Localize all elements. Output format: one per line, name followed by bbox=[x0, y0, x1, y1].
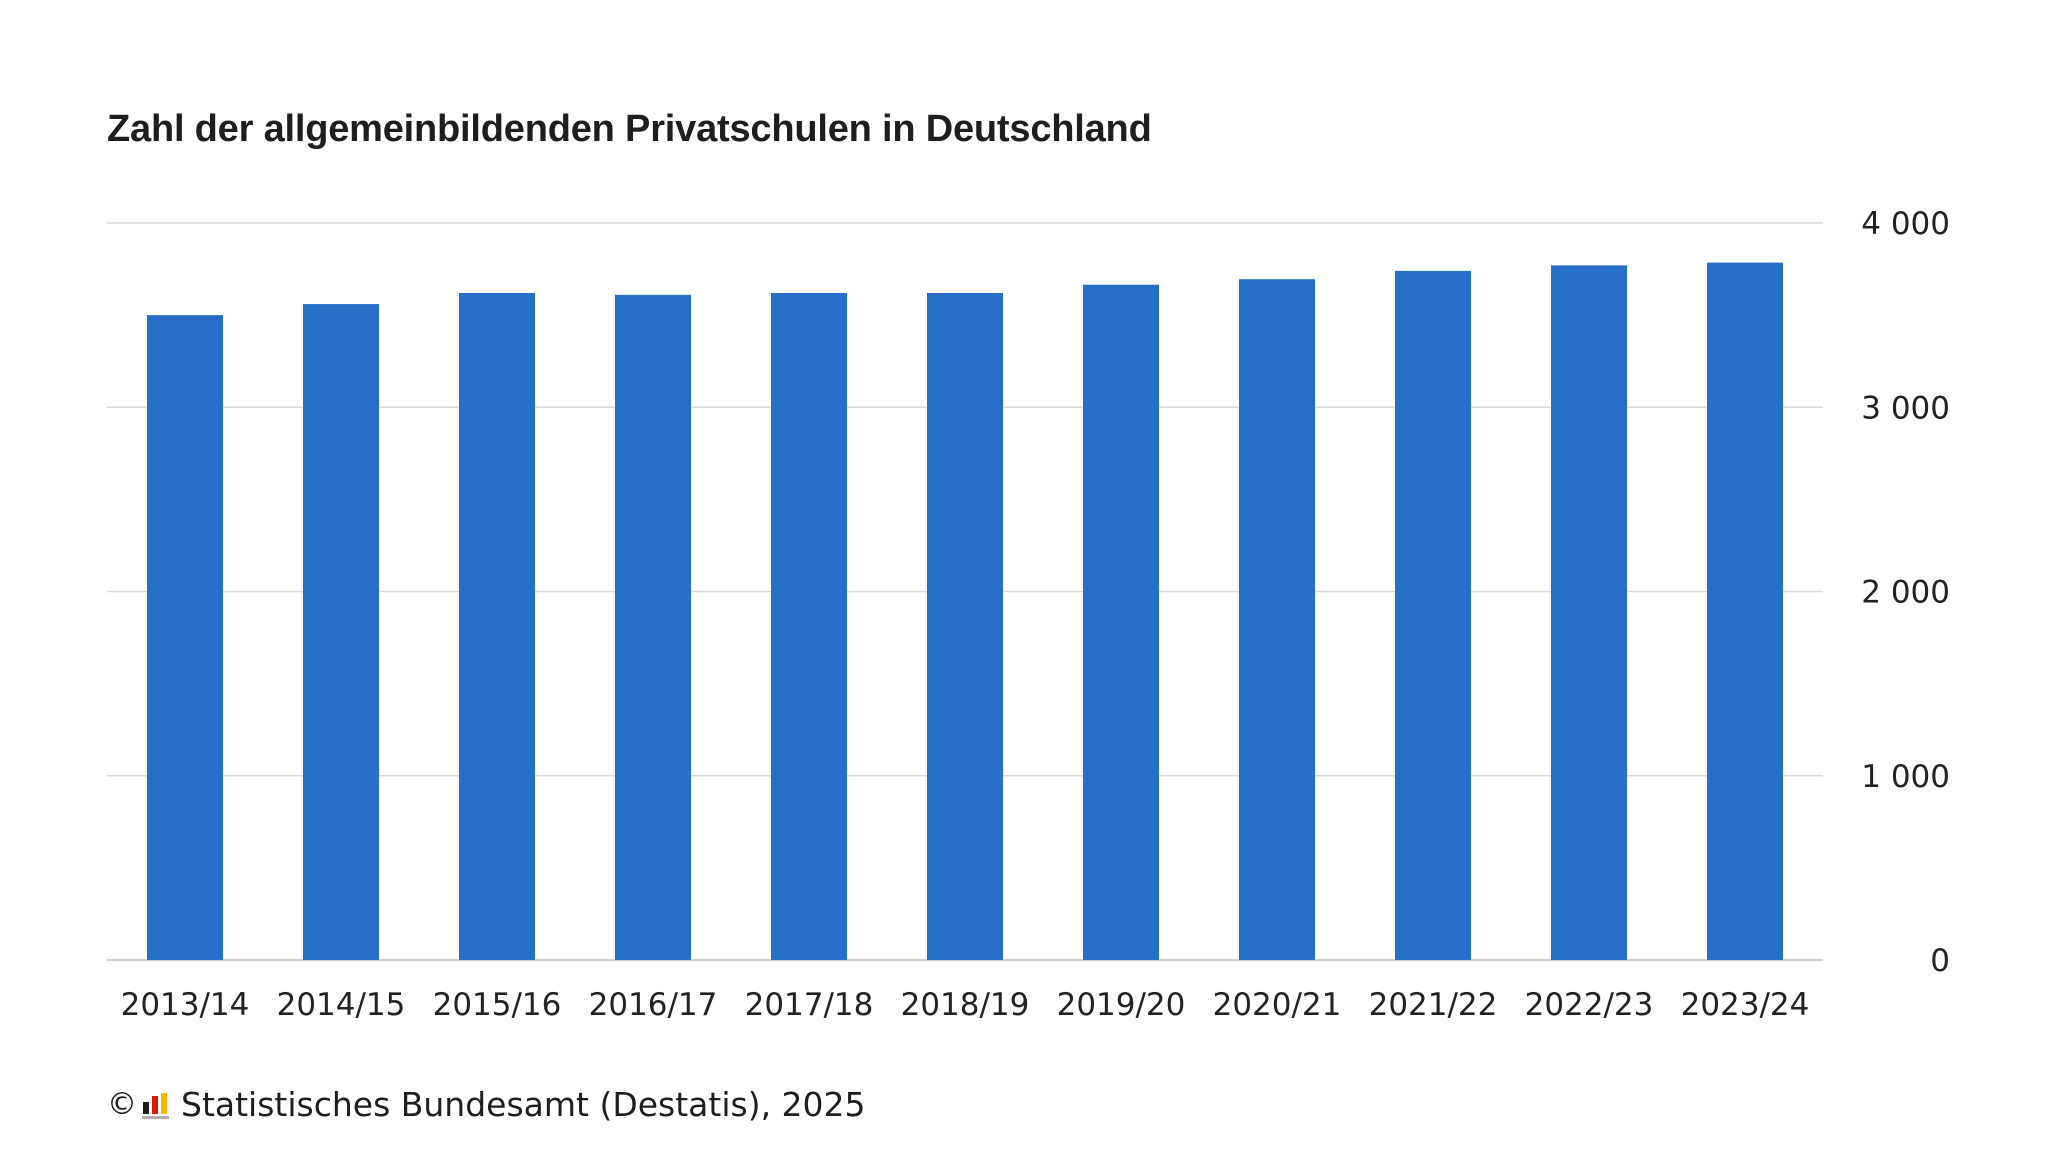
x-tick-label: 2017/18 bbox=[745, 987, 874, 1023]
x-tick-label: 2023/24 bbox=[1681, 987, 1810, 1023]
bars bbox=[147, 262, 1783, 960]
y-tick-label: 1 000 bbox=[1861, 759, 1950, 795]
y-tick-label: 0 bbox=[1930, 943, 1950, 979]
bar bbox=[615, 294, 691, 960]
bar bbox=[927, 293, 1003, 960]
source-footer: © Statistisches Bundesamt (Destatis), 20… bbox=[107, 1085, 866, 1124]
x-tick-label: 2018/19 bbox=[901, 987, 1030, 1023]
chart-title: Zahl der allgemeinbildenden Privatschule… bbox=[107, 108, 1152, 150]
bar bbox=[303, 304, 379, 960]
x-tick-label: 2019/20 bbox=[1057, 987, 1186, 1023]
x-tick-label: 2015/16 bbox=[433, 987, 562, 1023]
bar bbox=[1395, 270, 1471, 960]
source-text: Statistisches Bundesamt (Destatis), 2025 bbox=[181, 1085, 866, 1124]
bar bbox=[1083, 284, 1159, 960]
copyright-icon: © bbox=[107, 1087, 137, 1122]
x-tick-label: 2013/14 bbox=[121, 987, 250, 1023]
bar bbox=[1551, 265, 1627, 960]
x-axis-ticks: 2013/14 2014/15 2015/16 2016/17 2017/18 2018/… bbox=[121, 987, 1810, 1023]
y-axis-ticks: 0 1 000 2 000 3 000 4 000 bbox=[1861, 206, 1950, 979]
x-tick-label: 2021/22 bbox=[1369, 987, 1498, 1023]
destatis-logo-icon bbox=[142, 1092, 169, 1119]
bar bbox=[1239, 279, 1315, 960]
x-tick-label: 2016/17 bbox=[589, 987, 718, 1023]
x-tick-label: 2014/15 bbox=[277, 987, 406, 1023]
bar bbox=[771, 293, 847, 960]
x-tick-label: 2020/21 bbox=[1213, 987, 1342, 1023]
bar bbox=[459, 293, 535, 960]
y-tick-label: 3 000 bbox=[1861, 390, 1950, 426]
bar bbox=[1707, 262, 1783, 960]
y-tick-label: 2 000 bbox=[1861, 575, 1950, 611]
x-tick-label: 2022/23 bbox=[1525, 987, 1654, 1023]
y-tick-label: 4 000 bbox=[1861, 206, 1950, 242]
bar bbox=[147, 315, 223, 960]
